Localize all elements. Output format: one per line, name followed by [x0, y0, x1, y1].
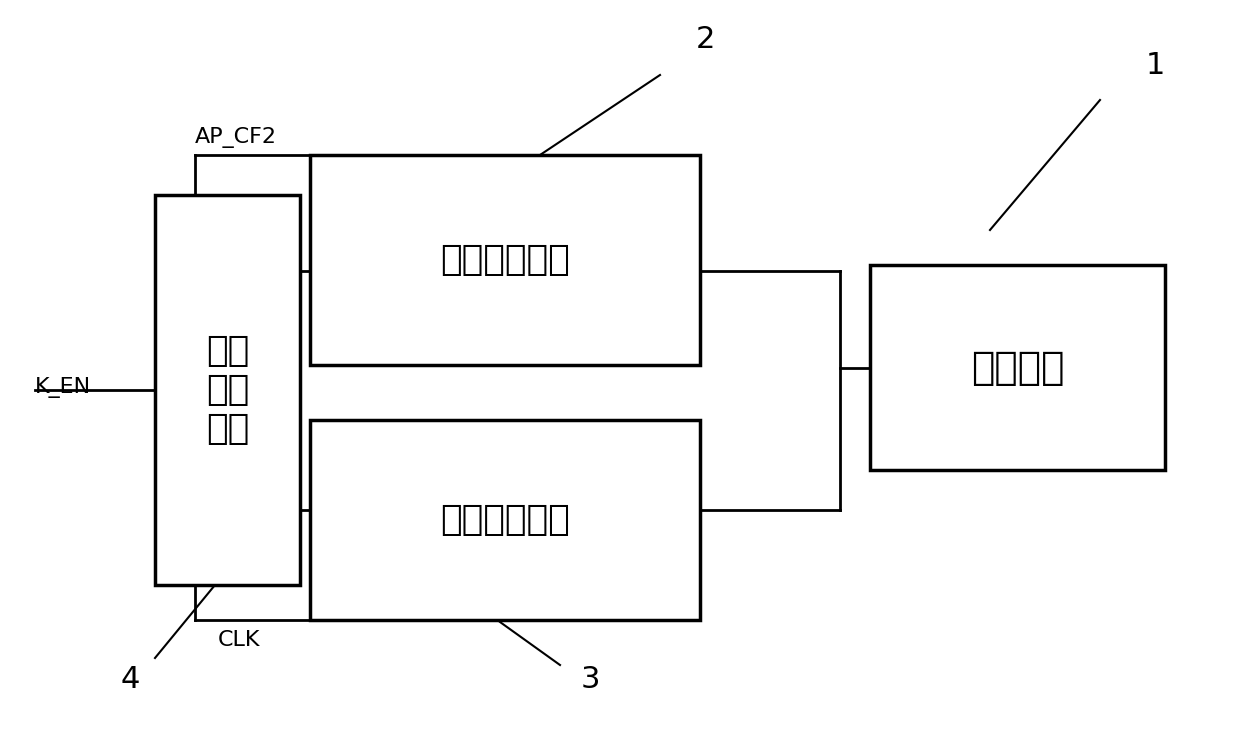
Bar — [310, 155, 701, 365]
Bar — [310, 420, 701, 620]
Text: 第二开关模块: 第二开关模块 — [440, 503, 570, 537]
Bar — [155, 195, 300, 585]
Text: 信号
切换
模块: 信号 切换 模块 — [206, 333, 249, 447]
Text: 4: 4 — [120, 665, 140, 694]
Text: K_EN: K_EN — [35, 377, 91, 398]
Text: 1: 1 — [1146, 50, 1164, 80]
Text: 3: 3 — [580, 665, 600, 694]
Bar — [870, 265, 1166, 470]
Text: AP_CF2: AP_CF2 — [195, 127, 277, 148]
Text: 第一开关模块: 第一开关模块 — [440, 243, 570, 277]
Text: 2: 2 — [696, 26, 714, 55]
Text: CLK: CLK — [218, 630, 260, 650]
Text: 发光模块: 发光模块 — [971, 349, 1064, 387]
